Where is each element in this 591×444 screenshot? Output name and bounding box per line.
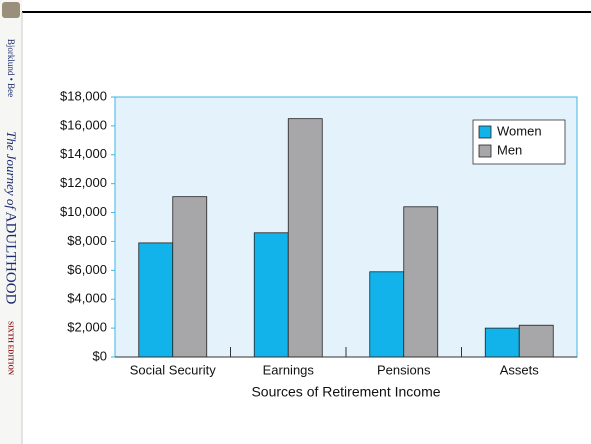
y-tick-label: $2,000 xyxy=(67,320,107,335)
y-tick-label: $18,000 xyxy=(60,88,107,103)
bar xyxy=(518,324,554,358)
y-tick-label: $0 xyxy=(93,348,107,363)
legend-swatch xyxy=(478,125,492,139)
y-tick-label: $14,000 xyxy=(60,146,107,161)
authors: Bjorklund • Bee xyxy=(6,39,16,97)
legend-label: Men xyxy=(497,142,522,157)
x-tick-label: Earnings xyxy=(263,362,315,377)
legend-swatch xyxy=(478,144,492,158)
x-axis-title: Sources of Retirement Income xyxy=(251,384,440,400)
book-title-italic: The Journey of xyxy=(4,131,19,211)
bar xyxy=(138,242,174,358)
x-tick-label: Assets xyxy=(500,362,540,377)
y-tick-label: $16,000 xyxy=(60,117,107,132)
x-tick-label: Social Security xyxy=(130,362,216,377)
y-tick-label: $12,000 xyxy=(60,175,107,190)
bar xyxy=(484,327,520,358)
y-tick-label: $8,000 xyxy=(67,233,107,248)
book-title-caps: ADULTHOOD xyxy=(3,212,19,305)
bar xyxy=(369,271,405,358)
sidebar xyxy=(0,0,22,444)
bar xyxy=(253,232,289,358)
bar xyxy=(403,206,439,358)
logo-icon xyxy=(2,2,20,18)
bar xyxy=(287,118,323,358)
y-tick-label: $6,000 xyxy=(67,262,107,277)
x-tick-label: Pensions xyxy=(377,362,431,377)
edition: SIXTH EDITION xyxy=(6,321,14,375)
y-tick-label: $4,000 xyxy=(67,291,107,306)
legend-label: Women xyxy=(497,123,542,138)
y-tick-label: $10,000 xyxy=(60,204,107,219)
bar xyxy=(172,196,208,358)
